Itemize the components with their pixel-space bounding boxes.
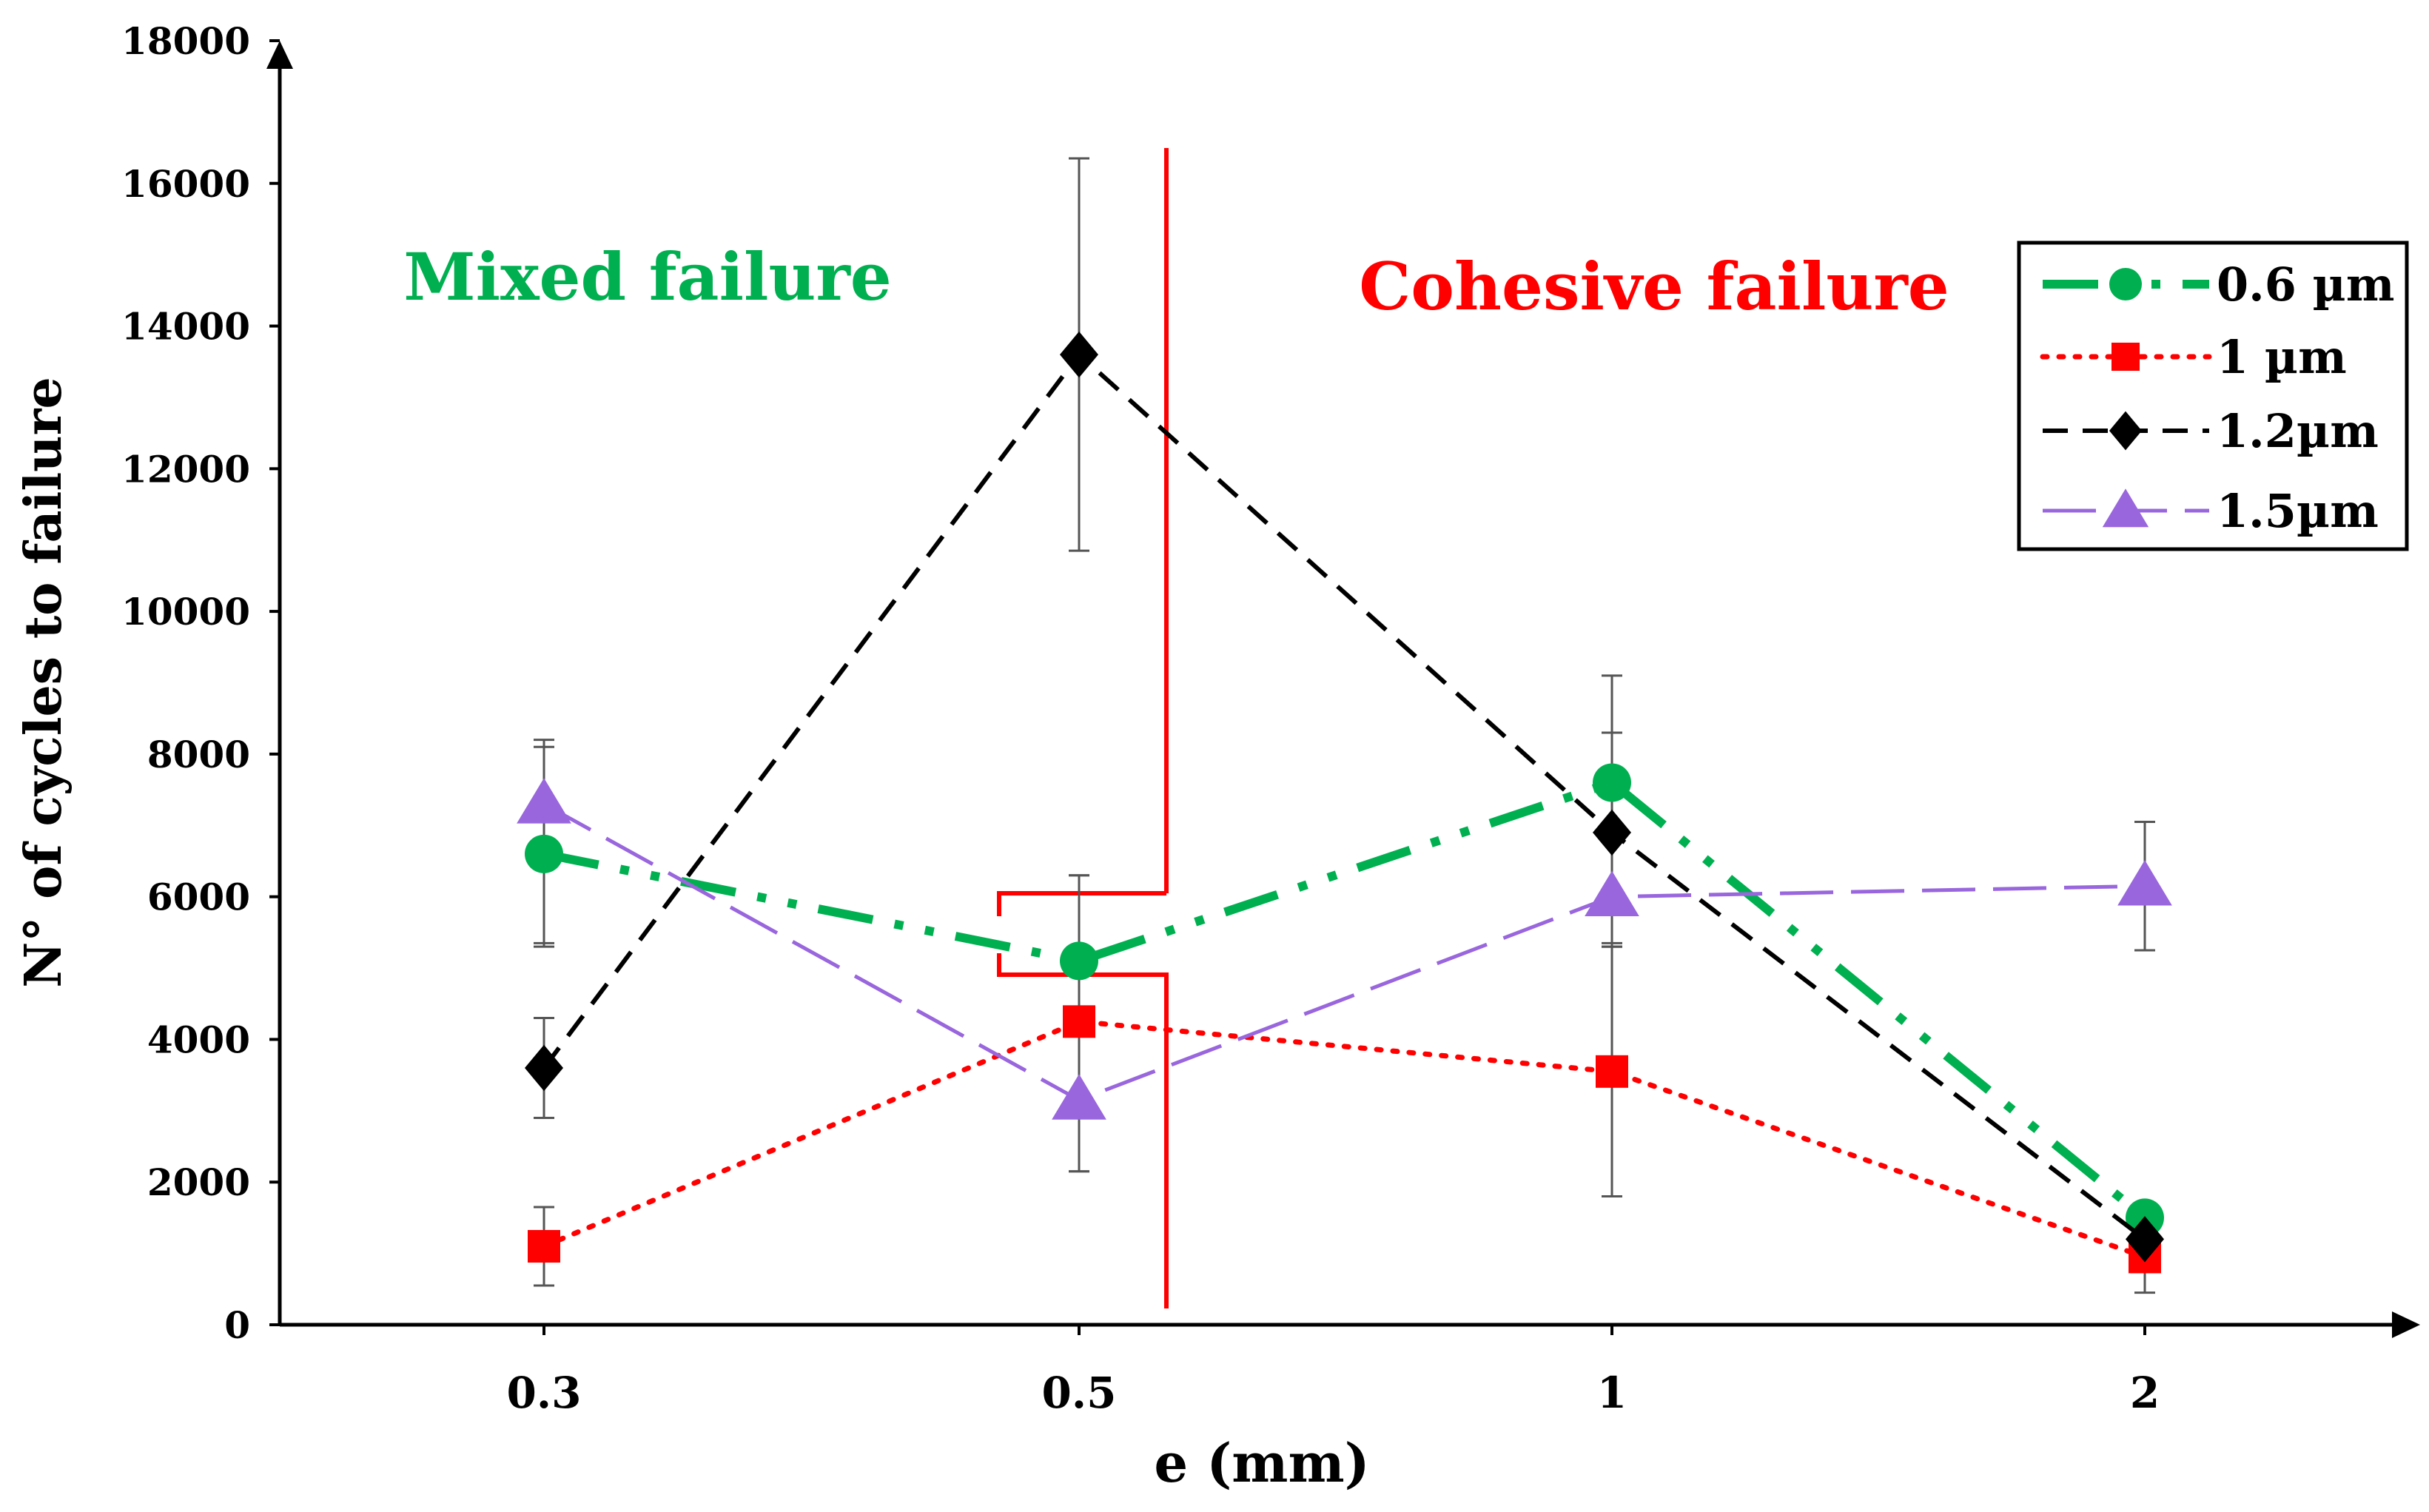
ticks: 0 2000 4000 6000 8000 10000 12000 14000 16000 180… [121,19,2160,1418]
series-4 [517,778,2172,1120]
series-2 [528,1005,2161,1274]
legend-marker [2102,488,2149,528]
legend-marker [2111,343,2140,371]
x-tick-label: 2 [2130,1368,2160,1418]
error-bars-series-1 [534,674,2155,1234]
legend-label: 1.5µm [2217,484,2379,538]
legend: 0.6 µm 1 µm 1.2µm 1.5µm [2017,241,2409,551]
y-tick-label: 6000 [147,876,250,919]
series-line [542,802,2146,1103]
x-tick-label: 0.5 [1042,1368,1117,1418]
x-tick-label: 0.3 [507,1368,582,1418]
data-point [1063,1005,1095,1038]
x-axis-title: e (mm) [1154,1431,1369,1494]
annotation-cohesive-failure: Cohesive failure [1359,248,1949,325]
series-layer [517,157,2172,1294]
legend-entry: 0.6 µm [2043,258,2394,312]
axes [266,41,2420,1338]
legend-label: 1.2µm [2217,404,2379,458]
data-point [2126,1216,2164,1263]
data-point [1052,1074,1106,1120]
y-tick-label: 0 [224,1303,250,1347]
data-point [525,834,563,873]
legend-marker [2109,411,2142,451]
y-tick-label: 8000 [147,733,250,776]
series-3 [525,331,2164,1263]
data-point [525,1044,563,1092]
x-axis-arrow [2392,1311,2420,1338]
data-point [1060,941,1098,981]
error-bars-series-2 [534,874,2155,1294]
x-tick-label: 1 [1597,1368,1627,1418]
legend-label: 1 µm [2217,330,2347,384]
y-tick-label: 10000 [121,590,250,634]
legend-entry: 1.5µm [2043,484,2379,538]
data-point [1060,331,1098,378]
legend-entry: 1 µm [2040,330,2347,384]
y-tick-label: 4000 [147,1018,250,1061]
y-tick-label: 18000 [121,19,250,63]
data-point [2117,860,2172,906]
y-tick-label: 16000 [121,162,250,206]
data-point [1593,763,1631,802]
y-tick-label: 12000 [121,447,250,491]
series-line [542,777,2148,1222]
y-tick-label: 2000 [147,1160,250,1204]
data-point [1585,870,1639,916]
data-point [1593,809,1631,856]
failure-boundary [997,148,1169,1308]
legend-entries: 0.6 µm 1 µm 1.2µm 1.5µm [2040,258,2394,538]
legend-marker [2109,268,2142,300]
series-line [542,351,2146,1241]
legend-box [2017,241,2409,551]
data-point [528,1229,560,1263]
legend-label: 0.6 µm [2217,258,2394,312]
y-axis-title: N° of cycles to failure [14,377,73,987]
series-line [541,1018,2148,1260]
boundary-step-top [997,891,1166,916]
y-axis-arrow [266,41,293,69]
y-tick-label: 14000 [121,305,250,349]
data-point [517,778,571,824]
data-point [1596,1055,1628,1088]
legend-entry: 1.2µm [2043,404,2379,458]
annotation-mixed-failure: Mixed failure [403,238,892,315]
error-bars-series-4 [534,731,2155,1173]
